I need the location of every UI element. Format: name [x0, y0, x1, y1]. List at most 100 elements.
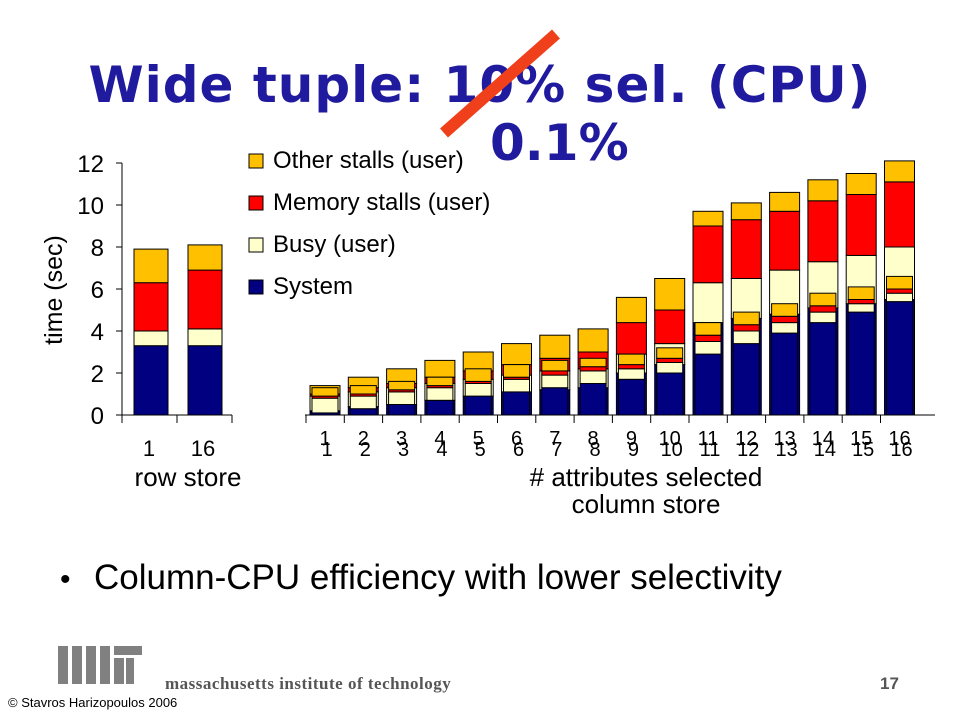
column-store-overlay-bar-system — [541, 387, 569, 416]
column-store-overlay-bar-busy-user — [847, 303, 875, 313]
column-store-overlay-bar-busy-user — [656, 362, 684, 374]
column-store-x-tick-label: 15 — [852, 439, 874, 461]
y-tick-label: 0 — [91, 403, 104, 430]
row-store-bar-other-stalls-user — [133, 248, 169, 284]
column-store-overlay-x-tick-label: 7 — [549, 428, 560, 450]
column-store-overlay-bar-system — [886, 301, 913, 416]
column-store-overlay-x-tick-label: 14 — [812, 428, 834, 450]
y-tick-label: 6 — [91, 277, 104, 304]
column-store-overlay-bar-other-stalls-user — [541, 359, 569, 372]
column-store-overlay-bar-memory-stalls-user — [541, 370, 569, 376]
column-store-overlay-bar-memory-stalls-user — [656, 357, 684, 363]
column-store-x-tick-label: 9 — [628, 439, 639, 461]
legend-swatch — [248, 237, 264, 253]
column-store-overlay-bar-system — [847, 311, 875, 416]
column-store-overlay-bar-memory-stalls-user — [847, 299, 875, 305]
column-store-overlay-bar-other-stalls-user — [388, 380, 416, 391]
legend-label: Busy (user) — [273, 231, 396, 258]
column-store-overlay-bar-system — [809, 322, 837, 416]
column-store-overlay-bar-system — [656, 372, 684, 416]
bullet-text: Column-CPU efficiency with lower selecti… — [94, 558, 782, 597]
column-store-overlay-bar-other-stalls-user — [426, 376, 454, 387]
column-store-bar-memory-stalls-user — [730, 219, 762, 279]
column-store-x-tick-label: 12 — [737, 439, 759, 461]
y-axis-title: time (sec) — [40, 235, 68, 345]
column-store-overlay-bar-system — [503, 391, 530, 416]
column-store-overlay-bar-busy-user — [886, 292, 913, 303]
column-store-overlay-bar-system — [617, 378, 645, 416]
column-store-group-label: column store — [572, 489, 721, 519]
legend-swatch — [248, 279, 264, 295]
y-tick-label: 2 — [91, 361, 104, 388]
column-store-bar-other-stalls-user — [501, 343, 532, 366]
column-store-bar-other-stalls-user — [577, 328, 609, 353]
row-store-group-label: row store — [135, 462, 242, 492]
column-store-x-tick-label: 11 — [700, 439, 721, 461]
column-store-overlay-bar-other-stalls-user — [809, 292, 837, 307]
column-store-overlay-x-tick-label: 15 — [850, 428, 872, 450]
column-store-bar-busy-user — [692, 282, 724, 324]
column-store-x-tick-label: 7 — [551, 439, 562, 461]
column-store-bar-memory-stalls-user — [769, 210, 801, 271]
column-store-overlay-x-tick-label: 10 — [659, 428, 681, 450]
column-store-bar-memory-stalls-user — [807, 200, 839, 263]
row-store-x-tick-label: 1 — [143, 436, 155, 461]
y-tick-label: 4 — [91, 319, 104, 346]
column-store-overlay-bar-memory-stalls-user — [732, 324, 760, 332]
row-store-bar-other-stalls-user — [187, 244, 223, 271]
column-store-overlay-bar-system — [694, 353, 722, 416]
column-store-overlay-bar-other-stalls-user — [503, 364, 530, 378]
column-store-overlay-bar-memory-stalls-user — [886, 288, 913, 294]
column-store-overlay-bar-other-stalls-user — [771, 303, 799, 317]
column-store-overlay-bar-busy-user — [388, 391, 416, 405]
column-store-x-tick-label: 5 — [475, 439, 486, 461]
column-store-overlay-bar-busy-user — [771, 322, 799, 334]
column-store-overlay-bar-memory-stalls-user — [694, 334, 722, 343]
column-store-bar-other-stalls-user — [692, 210, 724, 227]
bullet-dot-icon: • — [60, 563, 71, 596]
column-store-overlay-bar-other-stalls-user — [694, 322, 722, 336]
column-store-overlay-bar-busy-user — [349, 395, 377, 410]
corrected-selectivity: 0.1% — [490, 114, 629, 172]
column-store-overlay-x-tick-label: 13 — [773, 428, 795, 450]
column-store-overlay-bar-busy-user — [617, 368, 645, 380]
column-store-x-tick-label: 6 — [513, 439, 524, 461]
legend-label: Other stalls (user) — [273, 147, 464, 174]
column-store-overlay-bar-other-stalls-user — [656, 347, 684, 359]
row-store-bar-system — [187, 345, 223, 416]
column-store-bar-other-stalls-user — [424, 359, 456, 378]
column-store-axis-title: # attributes selected — [530, 462, 763, 492]
column-store-overlay-bar-other-stalls-user — [886, 275, 913, 290]
column-store-x-tick-label: 13 — [775, 439, 797, 461]
column-store-x-tick-label: 10 — [661, 439, 683, 461]
column-store-overlay-bar-other-stalls-user — [732, 311, 760, 326]
row-store-bar-system — [133, 345, 169, 416]
y-tick-label: 12 — [77, 151, 104, 178]
strike-through-mark — [440, 29, 560, 138]
column-store-overlay-bar-busy-user — [694, 341, 722, 355]
legend-swatch — [248, 195, 264, 211]
copyright: © Stavros Harizopoulos 2006 — [8, 695, 178, 710]
column-store-overlay-x-tick-label: 12 — [735, 428, 757, 450]
column-store-bar-other-stalls-user — [654, 278, 686, 311]
column-store-overlay-x-tick-label: 8 — [588, 428, 599, 450]
column-store-overlay-bar-other-stalls-user — [311, 387, 339, 397]
strike-line — [440, 29, 560, 138]
column-store-overlay-bar-busy-user — [809, 311, 837, 324]
column-store-bar-other-stalls-user — [730, 202, 762, 221]
column-store-overlay-x-tick-label: 6 — [511, 428, 522, 450]
column-store-overlay-bar-other-stalls-user — [617, 353, 645, 366]
row-store-bar-memory-stalls-user — [133, 282, 169, 332]
column-store-overlay-bar-system — [579, 383, 607, 416]
page-number: 17 — [880, 674, 899, 693]
column-store-overlay-bar-memory-stalls-user — [579, 366, 607, 372]
legend-label: System — [273, 273, 353, 300]
column-store-bar-memory-stalls-user — [845, 194, 877, 256]
column-store-overlay-bar-busy-user — [579, 370, 607, 384]
column-store-overlay-bar-other-stalls-user — [579, 357, 607, 368]
column-store-overlay-x-tick-label: 1 — [319, 428, 330, 450]
column-store-overlay-bar-system — [771, 332, 799, 416]
column-store-x-tick-label: 8 — [590, 439, 601, 461]
bullet-item: • Column-CPU efficiency with lower select… — [60, 558, 782, 598]
